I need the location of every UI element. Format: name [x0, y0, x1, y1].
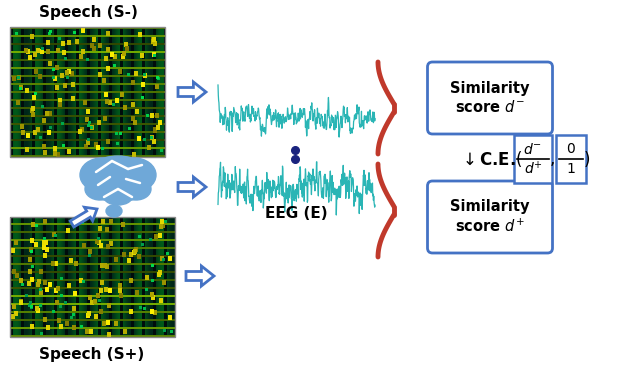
- Bar: [10, 27, 165, 157]
- Text: EEG (E): EEG (E): [265, 206, 327, 221]
- Text: $1$: $1$: [566, 162, 576, 176]
- Ellipse shape: [112, 158, 156, 192]
- FancyBboxPatch shape: [556, 135, 586, 183]
- Text: $)$: $)$: [583, 149, 590, 169]
- FancyBboxPatch shape: [427, 62, 552, 134]
- FancyBboxPatch shape: [514, 135, 552, 183]
- Ellipse shape: [104, 189, 132, 205]
- Ellipse shape: [84, 156, 152, 202]
- Text: Similarity
score $d^{-}$: Similarity score $d^{-}$: [450, 81, 530, 115]
- Polygon shape: [186, 266, 214, 286]
- Polygon shape: [178, 177, 206, 197]
- Text: $\downarrow$C.E.$($: $\downarrow$C.E.$($: [459, 149, 523, 169]
- FancyBboxPatch shape: [427, 181, 552, 253]
- Text: $0$: $0$: [566, 142, 576, 156]
- Text: $d^{-}$: $d^{-}$: [524, 141, 542, 157]
- Polygon shape: [178, 82, 206, 102]
- Text: $,$: $,$: [549, 150, 555, 168]
- Ellipse shape: [106, 205, 122, 217]
- Ellipse shape: [85, 178, 115, 200]
- Bar: [10, 217, 175, 337]
- Text: Speech (S+): Speech (S+): [39, 346, 145, 362]
- Text: Similarity
score $d^{+}$: Similarity score $d^{+}$: [450, 199, 530, 235]
- Ellipse shape: [80, 158, 124, 192]
- Text: $d^{+}$: $d^{+}$: [524, 160, 542, 178]
- Ellipse shape: [121, 178, 151, 200]
- Polygon shape: [70, 207, 97, 227]
- Text: Speech (S-): Speech (S-): [39, 4, 137, 19]
